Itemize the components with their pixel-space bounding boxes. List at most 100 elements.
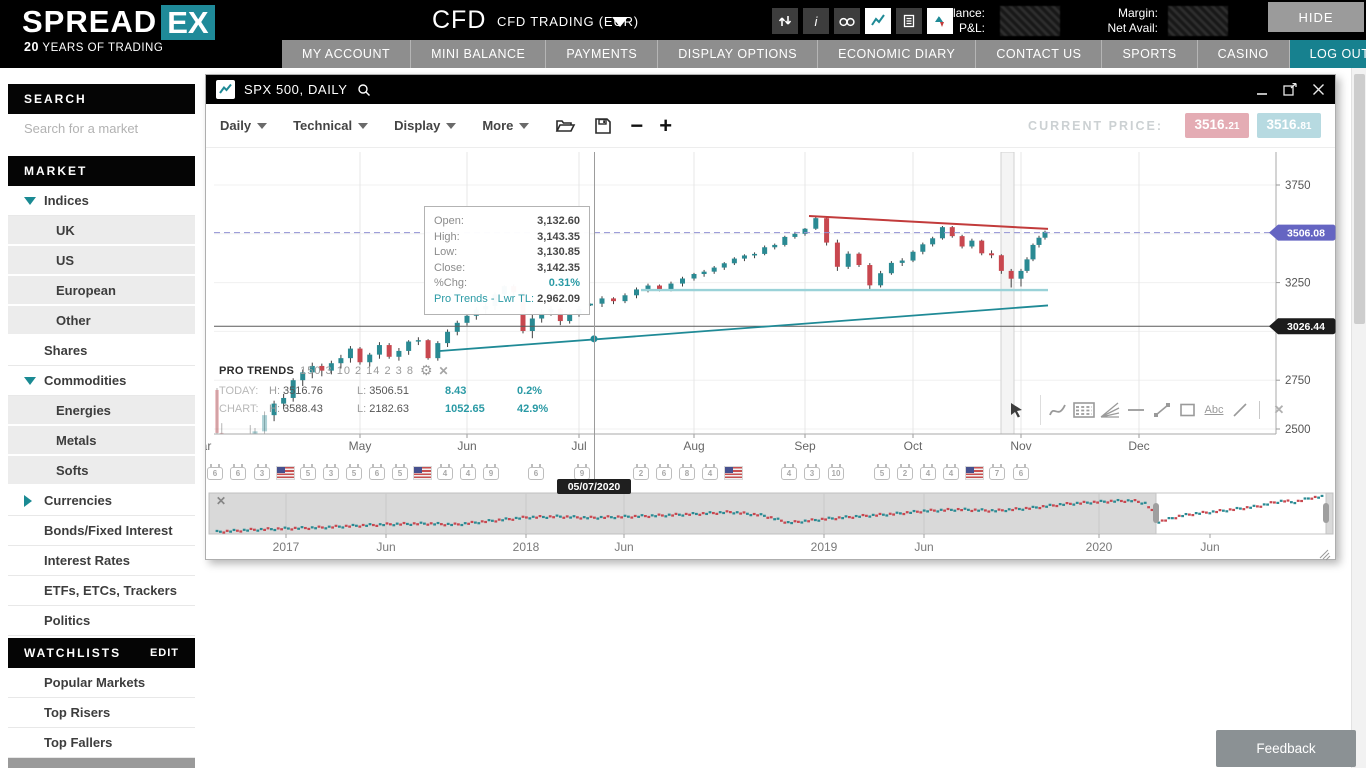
trend-line-tool-icon[interactable]	[1149, 397, 1175, 423]
sidebar-item-interest-rates[interactable]: Interest Rates	[8, 546, 195, 576]
dropdown-technical[interactable]: Technical	[293, 118, 369, 133]
close-button[interactable]	[1312, 83, 1325, 96]
curve-tool-icon[interactable]	[1045, 397, 1071, 423]
calendar-event-icon[interactable]: 2	[633, 464, 649, 480]
dropdown-daily[interactable]: Daily	[220, 118, 268, 133]
calendar-event-icon[interactable]: 4	[781, 464, 797, 480]
navigator-close-icon[interactable]: ✕	[215, 494, 227, 508]
sidebar-item-bonds-fixed-interest[interactable]: Bonds/Fixed Interest	[8, 516, 195, 546]
zoom-out-button[interactable]: −	[630, 112, 644, 138]
calendar-event-icon[interactable]: 4	[943, 464, 959, 480]
updown-arrows-icon[interactable]	[772, 8, 798, 34]
line-tool-icon[interactable]	[1227, 397, 1253, 423]
market-search-icon[interactable]	[357, 83, 371, 97]
us-flag-icon[interactable]	[414, 467, 431, 479]
binoculars-icon[interactable]	[834, 8, 860, 34]
buy-price-button[interactable]: 3516. 81	[1257, 113, 1321, 138]
calendar-event-icon[interactable]: 6	[528, 464, 544, 480]
watchlist-item-top-fallers[interactable]: Top Fallers	[8, 728, 195, 758]
fib-grid-tool-icon[interactable]	[1071, 397, 1097, 423]
sidebar-item-politics[interactable]: Politics	[8, 606, 195, 636]
calendar-event-icon[interactable]: 6	[207, 464, 223, 480]
calendar-event-icon[interactable]: 2	[897, 464, 913, 480]
dropdown-display[interactable]: Display	[394, 118, 457, 133]
chart-triangles-icon[interactable]	[927, 8, 953, 34]
sidebar-item-energies[interactable]: Energies	[8, 396, 195, 426]
calendar-event-icon[interactable]: 7	[989, 464, 1005, 480]
nav-item-contact-us[interactable]: CONTACT US	[976, 40, 1103, 68]
navigator-left-handle[interactable]	[1153, 503, 1159, 523]
sidebar-item-shares[interactable]: Shares	[8, 336, 195, 366]
dropdown-more[interactable]: More	[482, 118, 530, 133]
sidebar-item-european[interactable]: European	[8, 276, 195, 306]
calendar-event-icon[interactable]: 6	[369, 464, 385, 480]
minimize-button[interactable]	[1256, 84, 1268, 96]
nav-item-economic-diary[interactable]: ECONOMIC DIARY	[818, 40, 977, 68]
calendar-event-icon[interactable]: 4	[920, 464, 936, 480]
chart-window-titlebar[interactable]: SPX 500, DAILY	[206, 75, 1335, 104]
nav-item-display-options[interactable]: DISPLAY OPTIONS	[658, 40, 819, 68]
watchlists-edit-button[interactable]: EDIT	[149, 647, 179, 659]
info-icon[interactable]: i	[803, 8, 829, 34]
navigator-right-handle[interactable]	[1323, 503, 1329, 523]
chart-navigator[interactable]: 2017 Jun 2018 Jun 2019 Jun 2020 Jun	[206, 491, 1337, 561]
sidebar-item-metals[interactable]: Metals	[8, 426, 195, 456]
calendar-event-icon[interactable]: 3	[804, 464, 820, 480]
pointer-tool-icon[interactable]	[1004, 397, 1030, 423]
document-icon[interactable]	[896, 8, 922, 34]
page-scrollbar[interactable]	[1351, 68, 1366, 768]
calendar-event-icon[interactable]: 5	[392, 464, 408, 480]
us-flag-icon[interactable]	[966, 467, 983, 479]
feedback-button[interactable]: Feedback	[1216, 730, 1356, 767]
delete-tool-icon[interactable]: ✕	[1273, 402, 1285, 417]
open-chart-icon[interactable]	[555, 117, 576, 134]
calendar-event-icon[interactable]: 4	[437, 464, 453, 480]
page-scrollbar-thumb[interactable]	[1354, 74, 1365, 324]
us-flag-icon[interactable]	[725, 467, 742, 479]
gear-icon[interactable]: ⚙	[419, 362, 433, 378]
sidebar-item-currencies[interactable]: Currencies	[8, 486, 195, 516]
calendar-event-icon[interactable]: 5	[346, 464, 362, 480]
watchlist-item-popular-markets[interactable]: Popular Markets	[8, 668, 195, 698]
calendar-event-icon[interactable]: 4	[702, 464, 718, 480]
hide-button[interactable]: HIDE	[1268, 2, 1364, 32]
calendar-event-icon[interactable]: 5	[874, 464, 890, 480]
calendar-event-icon[interactable]: 3	[323, 464, 339, 480]
sidebar-item-softs[interactable]: Softs	[8, 456, 195, 486]
sidebar-item-other[interactable]: Other	[8, 306, 195, 336]
account-dropdown-caret-icon[interactable]	[612, 17, 628, 27]
text-tool-icon[interactable]: Abc	[1204, 404, 1224, 416]
sidebar-item-uk[interactable]: UK	[8, 216, 195, 246]
nav-item-casino[interactable]: CASINO	[1198, 40, 1290, 68]
calendar-event-icon[interactable]: 10	[828, 464, 844, 480]
calendar-event-icon[interactable]: 8	[679, 464, 695, 480]
account-selector[interactable]: CFD TRADING (EUR)	[497, 14, 639, 29]
price-chart[interactable]: Mar May Jun Jul Aug Sep Oct Nov Dec 3750 3250 2750 2…	[206, 148, 1337, 460]
search-input[interactable]	[8, 114, 195, 143]
calendar-event-icon[interactable]: 4	[460, 464, 476, 480]
popout-button[interactable]	[1283, 83, 1297, 96]
us-flag-icon[interactable]	[277, 467, 294, 479]
calendar-event-icon[interactable]: 6	[1013, 464, 1029, 480]
sidebar-item-indices[interactable]: Indices	[8, 186, 195, 216]
fan-tool-icon[interactable]	[1097, 397, 1123, 423]
nav-item-log-out[interactable]: LOG OUT	[1289, 40, 1366, 68]
calendar-event-icon[interactable]: 6	[656, 464, 672, 480]
nav-item-mini-balance[interactable]: MINI BALANCE	[411, 40, 547, 68]
horizontal-line-tool-icon[interactable]	[1123, 397, 1149, 423]
sell-price-button[interactable]: 3516. 21	[1185, 113, 1249, 138]
zoom-in-button[interactable]: +	[659, 112, 673, 138]
watchlist-item-top-risers[interactable]: Top Risers	[8, 698, 195, 728]
sidebar-item-commodities[interactable]: Commodities	[8, 366, 195, 396]
chart-line-icon[interactable]	[865, 8, 891, 34]
nav-item-payments[interactable]: PAYMENTS	[546, 40, 659, 68]
rectangle-tool-icon[interactable]	[1175, 397, 1201, 423]
sidebar-item-etfs-etcs-trackers[interactable]: ETFs, ETCs, Trackers	[8, 576, 195, 606]
spreadex-logo[interactable]: SPREAD EX	[22, 5, 215, 40]
sidebar-item-us[interactable]: US	[8, 246, 195, 276]
calendar-event-icon[interactable]: 5	[300, 464, 316, 480]
save-chart-icon[interactable]	[594, 117, 612, 135]
calendar-event-icon[interactable]: 3	[254, 464, 270, 480]
calendar-event-icon[interactable]: 9	[483, 464, 499, 480]
nav-item-sports[interactable]: SPORTS	[1102, 40, 1198, 68]
